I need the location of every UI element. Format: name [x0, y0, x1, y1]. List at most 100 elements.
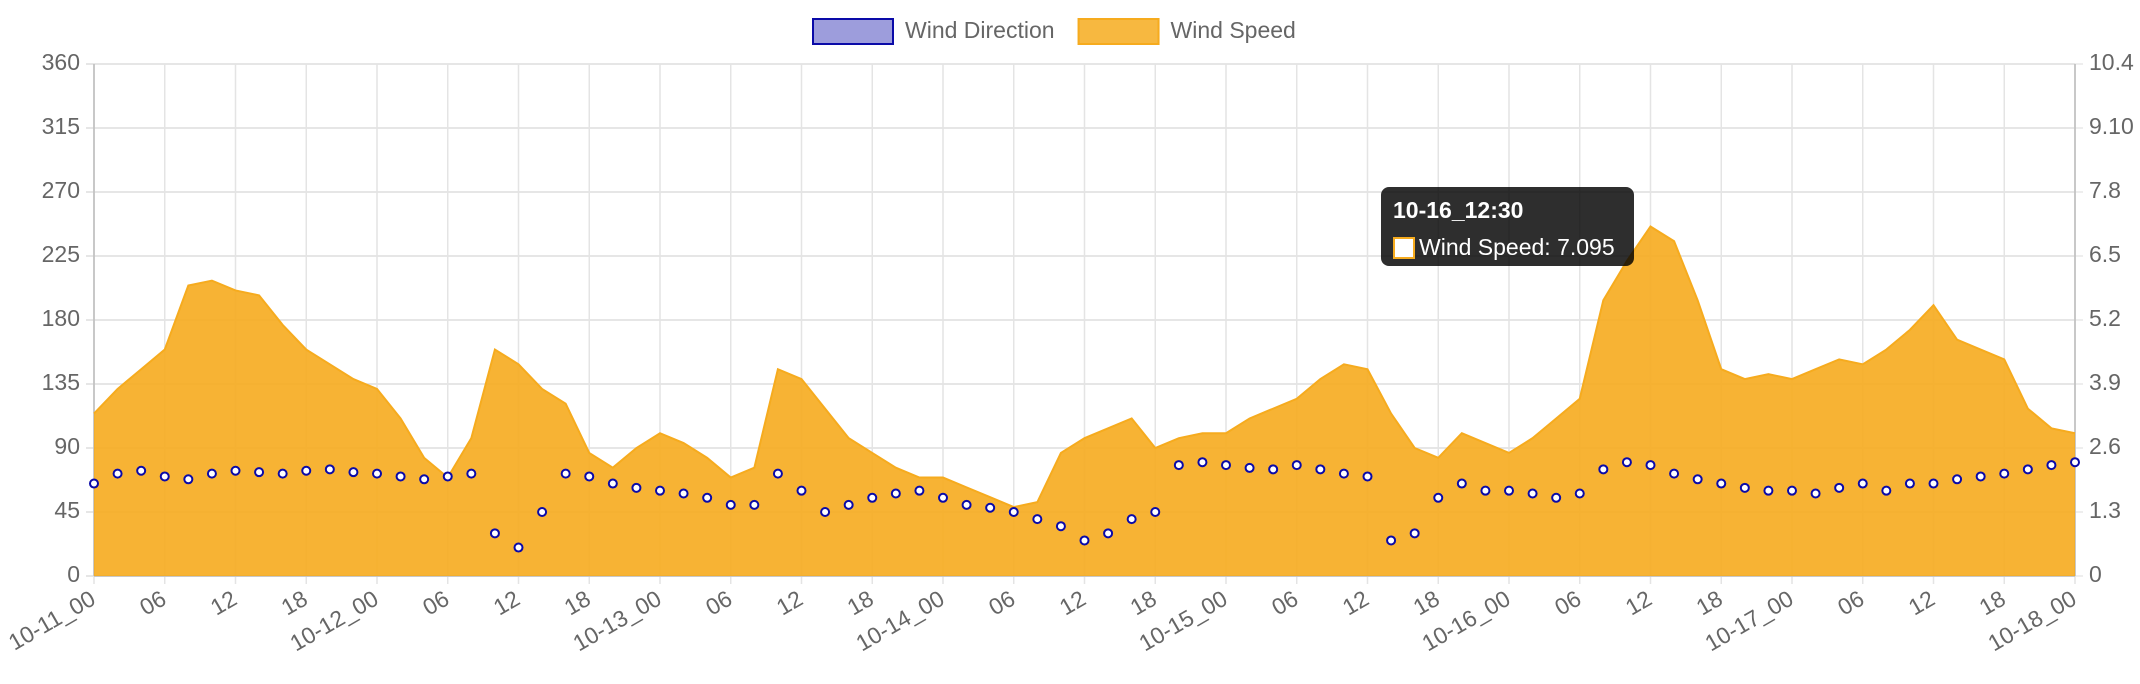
point	[1692, 474, 1703, 485]
point	[1763, 485, 1774, 496]
point	[961, 499, 972, 510]
legend-swatch	[812, 18, 894, 45]
point	[1008, 507, 1019, 517]
y2-tick-label: 1.3	[2089, 497, 2121, 523]
point	[89, 478, 99, 489]
point	[584, 471, 595, 482]
point	[489, 528, 500, 539]
point	[419, 474, 430, 485]
y-tick-label: 270	[42, 177, 80, 203]
point	[1244, 462, 1255, 473]
point	[277, 468, 288, 479]
x-tick-label: 06	[984, 585, 1019, 620]
x-tick-label: 18	[1975, 585, 2010, 620]
point	[725, 499, 736, 510]
x-tick-label: 12	[489, 585, 524, 620]
x-tick-label: 06	[701, 585, 736, 620]
point	[1527, 488, 1538, 499]
point	[1928, 478, 1939, 489]
x-tick-label: 18	[1692, 585, 1727, 620]
y2-tick-label: 3.9	[2089, 369, 2121, 395]
point	[1598, 464, 1609, 475]
point	[1315, 464, 1326, 475]
x-tick-label: 12	[772, 585, 807, 620]
y-tick-label: 315	[42, 113, 80, 139]
point	[820, 507, 831, 517]
x-tick-label: 12	[1621, 585, 1656, 620]
point	[513, 542, 524, 553]
point	[1952, 474, 1963, 485]
point	[1456, 478, 1467, 489]
y-tick-label: 90	[54, 433, 80, 459]
y2-tick-label: 2.6	[2089, 433, 2121, 459]
point	[112, 468, 123, 479]
x-tick-label: 06	[135, 585, 170, 620]
point	[1881, 485, 1892, 496]
point	[1669, 468, 1680, 479]
point	[183, 474, 194, 485]
point	[1810, 488, 1821, 499]
y-tick-label: 0	[67, 561, 80, 587]
point	[1504, 485, 1514, 496]
y2-tick-label: 9.10	[2089, 113, 2134, 139]
point	[1338, 468, 1349, 479]
point	[702, 492, 713, 503]
point	[1221, 460, 1231, 471]
point	[1551, 492, 1562, 503]
point	[1999, 468, 2010, 479]
x-tick-label: 18	[277, 585, 312, 620]
y2-tick-label: 7.8	[2089, 177, 2121, 203]
point	[159, 471, 170, 482]
point	[206, 468, 217, 479]
legend-swatch	[1077, 18, 1160, 45]
point	[678, 488, 689, 499]
legend-label: Wind Direction	[905, 17, 1055, 43]
x-tick-label: 06	[1550, 585, 1585, 620]
point	[301, 465, 312, 476]
point	[631, 482, 642, 493]
tooltip: 10-16_12:30 Wind Speed: 7.095	[1381, 187, 1634, 266]
tooltip-row: Wind Speed: 7.095	[1393, 234, 1622, 261]
point	[1975, 471, 1986, 482]
tooltip-title: 10-16_12:30	[1393, 197, 1524, 223]
point	[655, 485, 665, 496]
point	[1055, 521, 1066, 532]
point	[2070, 457, 2080, 468]
x-tick-label: 06	[1267, 585, 1302, 620]
point	[1032, 514, 1043, 525]
point	[1173, 460, 1184, 471]
point	[938, 492, 948, 503]
x-tick-label: 18	[1409, 585, 1444, 620]
point	[1291, 460, 1302, 471]
point	[1079, 535, 1090, 546]
point	[395, 471, 406, 482]
point	[2046, 460, 2057, 471]
legend-label: Wind Speed	[1171, 17, 1296, 43]
point	[1433, 492, 1444, 503]
point	[348, 467, 359, 478]
point	[1716, 478, 1727, 489]
point	[1409, 528, 1420, 539]
point	[1574, 488, 1585, 499]
point	[230, 465, 241, 476]
x-tick-label: 18	[560, 585, 595, 620]
point	[537, 507, 548, 517]
point	[1197, 457, 1208, 468]
y-tick-label: 45	[54, 497, 80, 523]
y-tick-label: 135	[42, 369, 80, 395]
point	[1268, 464, 1279, 475]
point	[749, 499, 760, 510]
x-tick-label: 18	[1126, 585, 1161, 620]
point	[607, 478, 618, 489]
line	[93, 225, 2076, 509]
point	[890, 488, 901, 499]
y2-tick-label: 0	[2089, 561, 2102, 587]
point	[136, 465, 147, 476]
y2-tick-label: 5.2	[2089, 305, 2121, 331]
x-tick-label: 12	[1338, 585, 1373, 620]
point	[2022, 464, 2033, 475]
point	[1787, 485, 1797, 496]
point	[772, 468, 783, 479]
